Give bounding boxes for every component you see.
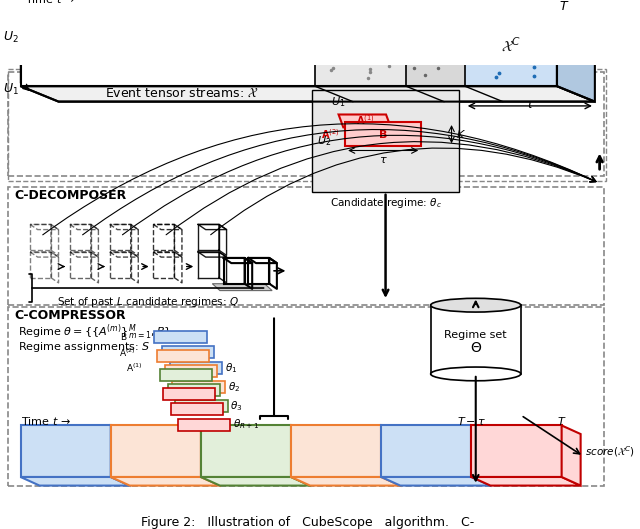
Polygon shape <box>381 425 472 477</box>
Text: Figure 2:   Illustration of   CubeScope   algorithm.   C-: Figure 2: Illustration of CubeScope algo… <box>141 516 474 528</box>
Bar <box>431 305 521 374</box>
Polygon shape <box>111 425 130 486</box>
Bar <box>172 381 225 393</box>
Polygon shape <box>201 425 220 486</box>
Polygon shape <box>212 284 272 290</box>
Polygon shape <box>20 477 130 486</box>
Text: $\mathrm{A}^{(1)}$: $\mathrm{A}^{(1)}$ <box>126 362 143 374</box>
Text: Set of past $L$ candidate regimes: $Q$: Set of past $L$ candidate regimes: $Q$ <box>57 295 239 309</box>
Bar <box>163 388 215 400</box>
Polygon shape <box>472 425 562 477</box>
Text: Regime assignments: $S$: Regime assignments: $S$ <box>18 340 150 353</box>
Bar <box>178 418 230 431</box>
Text: $U_1$: $U_1$ <box>3 82 19 97</box>
Bar <box>170 362 222 374</box>
Polygon shape <box>111 425 201 477</box>
Text: $score(\mathcal{X}^C)$: $score(\mathcal{X}^C)$ <box>586 444 636 459</box>
Polygon shape <box>315 5 406 86</box>
Bar <box>170 403 223 415</box>
Polygon shape <box>339 114 391 127</box>
Text: Regime set: Regime set <box>444 330 507 340</box>
Polygon shape <box>20 5 315 86</box>
Text: Time $t$ →: Time $t$ → <box>20 415 70 427</box>
Bar <box>160 369 212 381</box>
Polygon shape <box>381 477 490 486</box>
Polygon shape <box>201 425 291 477</box>
Bar <box>345 122 421 146</box>
Polygon shape <box>291 425 381 477</box>
Text: $\mathrm{A}^{(2)}$: $\mathrm{A}^{(2)}$ <box>119 346 136 359</box>
Polygon shape <box>381 425 400 486</box>
Bar <box>165 366 217 377</box>
Bar <box>8 71 604 176</box>
Text: $\theta_2$: $\theta_2$ <box>227 380 240 394</box>
Text: $\theta_3$: $\theta_3$ <box>230 399 243 413</box>
Text: $U_2$: $U_2$ <box>317 134 331 148</box>
Polygon shape <box>562 425 580 486</box>
Bar <box>154 331 207 343</box>
Text: $\mathrm{B}$: $\mathrm{B}$ <box>120 332 128 342</box>
Bar <box>8 187 604 305</box>
Text: Candidate regime: $\theta_c$: Candidate regime: $\theta_c$ <box>330 196 442 210</box>
Text: Event tensor streams: $\mathcal{X}$: Event tensor streams: $\mathcal{X}$ <box>105 87 259 100</box>
FancyBboxPatch shape <box>8 69 606 180</box>
Text: C-COMPRESSOR: C-COMPRESSOR <box>15 309 127 323</box>
Text: $\tau$: $\tau$ <box>525 98 534 111</box>
Bar <box>8 307 604 486</box>
Polygon shape <box>20 86 595 102</box>
Polygon shape <box>20 425 111 477</box>
Text: $\mathbf{B}$: $\mathbf{B}$ <box>378 128 388 140</box>
Polygon shape <box>291 477 400 486</box>
Text: $T-\tau$: $T-\tau$ <box>457 415 486 427</box>
Polygon shape <box>472 477 580 486</box>
Polygon shape <box>557 5 595 102</box>
Text: $T$: $T$ <box>559 0 569 13</box>
Text: $\mathbf{A}^{(2)}$: $\mathbf{A}^{(2)}$ <box>321 127 340 141</box>
Bar <box>168 384 220 396</box>
Polygon shape <box>472 425 490 486</box>
Text: $K$: $K$ <box>456 128 467 140</box>
Text: $U_2$: $U_2$ <box>3 30 19 45</box>
Bar <box>312 90 459 192</box>
Polygon shape <box>291 425 310 486</box>
Ellipse shape <box>431 298 521 312</box>
Text: C-DECOMPOSER: C-DECOMPOSER <box>15 189 127 202</box>
Text: $U_1$: $U_1$ <box>332 95 346 108</box>
Text: Regime $\theta = \{\{A^{(m)}\}_{m=1}^M, B\}$: Regime $\theta = \{\{A^{(m)}\}_{m=1}^M, … <box>18 322 172 342</box>
Bar <box>162 346 214 359</box>
Ellipse shape <box>431 367 521 381</box>
Text: $\Theta$: $\Theta$ <box>470 341 482 355</box>
Text: Time $t$ →: Time $t$ → <box>26 0 75 5</box>
Text: $\mathbf{A}^{(1)}$: $\mathbf{A}^{(1)}$ <box>356 114 374 127</box>
Polygon shape <box>406 5 465 86</box>
Bar <box>175 400 227 412</box>
Text: $\mathcal{X}^C$: $\mathcal{X}^C$ <box>501 37 521 54</box>
Text: $\theta_1$: $\theta_1$ <box>225 361 237 375</box>
Polygon shape <box>111 477 220 486</box>
Polygon shape <box>465 5 557 86</box>
Bar <box>157 350 209 362</box>
Text: $\theta_{R+1}$: $\theta_{R+1}$ <box>233 418 259 432</box>
Text: $T$: $T$ <box>557 415 566 427</box>
Text: $\tau$: $\tau$ <box>379 155 388 165</box>
Polygon shape <box>201 477 310 486</box>
